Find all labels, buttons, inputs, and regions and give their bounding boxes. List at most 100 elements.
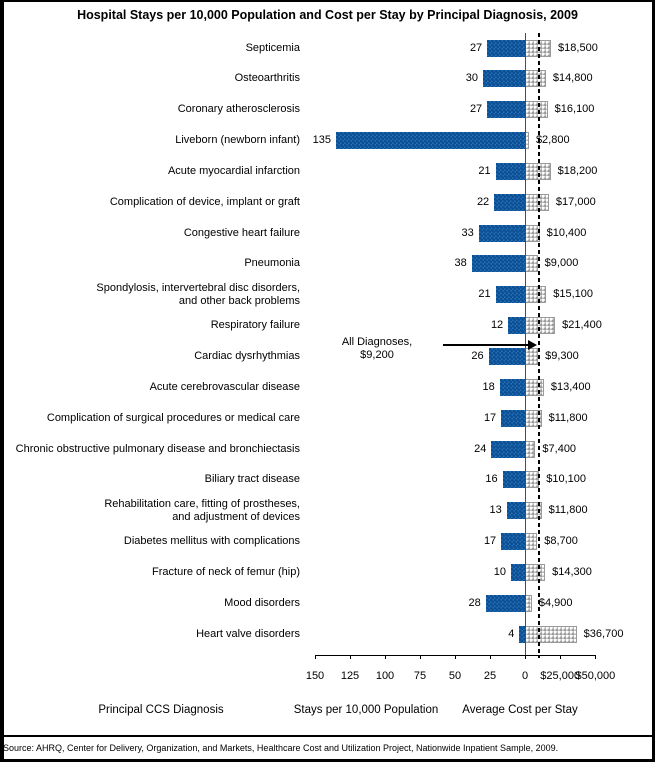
axis-tick-label: 100 (375, 670, 395, 682)
stays-bar (519, 625, 525, 643)
stays-bar (494, 193, 525, 211)
row-category-label-line: Complication of device, implant or graft (109, 195, 300, 208)
axis-tick-mark (490, 655, 491, 659)
row-category-label: Rehabilitation care, fitting of prosthes… (0, 498, 300, 524)
stays-bar (501, 533, 525, 551)
stays-value-label: 135 (312, 134, 331, 147)
stays-bar (499, 378, 525, 396)
row-category-label-line: and other back problems (178, 294, 300, 307)
cost-value-label: $9,300 (545, 350, 579, 362)
cost-value-label: $18,200 (557, 164, 598, 177)
row-category-label: Fracture of neck of femur (hip) (0, 566, 300, 579)
stays-bar (501, 409, 525, 427)
cost-value-label: $14,300 (552, 565, 592, 578)
axis-tick-label: 25 (483, 670, 497, 682)
frame-border-top (0, 0, 655, 2)
footer-stays-per-10000: Stays per 10,000 Population (293, 704, 439, 716)
stays-value-label: 33 (461, 226, 474, 239)
row-category-label: Acute myocardial infarction (0, 165, 300, 178)
cost-value-label: $17,000 (555, 195, 596, 208)
stays-value-label: 24 (474, 442, 487, 455)
cost-value-label: $14,800 (552, 72, 593, 85)
cost-bar (525, 317, 556, 335)
annotation-arrow-shaft (443, 344, 528, 346)
annotation-arrow-head (528, 340, 537, 350)
stays-value-label: 30 (465, 72, 478, 85)
row-category-label-line: Chronic obstructive pulmonary disease an… (15, 442, 300, 455)
cost-bar (525, 594, 532, 612)
stays-bar (508, 317, 525, 335)
row-category-label: Respiratory failure (0, 319, 300, 332)
row-category-label-line: Septicemia (245, 41, 300, 54)
row-category-label-line: Diabetes mellitus with complications (123, 535, 300, 548)
stays-value-label: 18 (482, 380, 495, 393)
stays-bar (478, 224, 525, 242)
stays-value-label: 17 (483, 411, 497, 424)
axis-tick-label: 125 (340, 670, 360, 682)
row-category-label: Mood disorders (0, 597, 300, 610)
stays-value-label: 10 (493, 565, 506, 578)
row-category-label: Heart valve disorders (0, 628, 300, 641)
axis-tick-mark (595, 655, 597, 659)
row-category-label: Septicemia (0, 42, 300, 55)
footer-average-cost-per-stay: Average Cost per Stay (462, 704, 578, 716)
cost-value-label: $2,800 (535, 134, 570, 147)
axis-tick-mark (350, 655, 351, 659)
cost-value-label: $11,800 (548, 504, 588, 517)
row-category-label-line: and adjustment of devices (172, 510, 300, 523)
row-category-label-line: Acute myocardial infarction (167, 164, 300, 177)
row-category-label-line: Biliary tract disease (204, 473, 300, 486)
footer-principal-ccs-diagnosis: Principal CCS Diagnosis (98, 704, 224, 716)
row-category-label: Cardiac dysrhythmias (0, 350, 300, 363)
row-category-label-line: Respiratory failure (210, 319, 300, 332)
stays-bar (511, 563, 525, 581)
row-category-label-line: Cardiac dysrhythmias (194, 350, 300, 362)
stays-bar (506, 502, 525, 520)
chart-title: Hospital Stays per 10,000 Population and… (77, 8, 578, 22)
stays-value-label: 16 (485, 473, 498, 486)
stays-value-label: 12 (490, 319, 504, 332)
stays-bar (488, 348, 525, 365)
frame-border-bottom (0, 759, 655, 762)
stays-value-label: 38 (454, 257, 467, 270)
cost-value-label: $7,400 (542, 442, 577, 455)
cost-bar (525, 193, 549, 211)
stays-value-label: 27 (469, 41, 483, 54)
row-category-label: Acute cerebrovascular disease (0, 381, 300, 394)
source-citation: Source: AHRQ, Center for Delivery, Organ… (3, 743, 559, 753)
row-category-label: Spondylosis, intervertebral disc disorde… (0, 282, 300, 308)
row-category-label-line: Complication of surgical procedures or m… (46, 411, 300, 424)
axis-tick-mark (525, 655, 526, 659)
stays-value-label: 22 (476, 195, 490, 208)
stays-bar (487, 101, 525, 119)
cost-bar (525, 409, 542, 427)
axis-tick-label: 75 (413, 670, 427, 682)
cost-bar (525, 378, 544, 396)
axis-tick-mark (420, 655, 421, 659)
cost-value-label: $21,400 (562, 319, 602, 332)
stays-value-label: 21 (478, 164, 491, 177)
row-category-label-line: Liveborn (newborn infant) (175, 134, 300, 147)
stays-value-label: 28 (468, 596, 481, 609)
row-category-label-line: Mood disorders (224, 596, 300, 609)
row-category-label-line: Osteoarthritis (234, 72, 300, 85)
stays-value-label: 21 (478, 288, 491, 301)
row-category-label: Biliary tract disease (0, 473, 300, 486)
row-category-label-line: Rehabilitation care, fitting of prosthes… (104, 497, 300, 510)
axis-tick-label: $25,000 (540, 670, 581, 682)
annotation-line2: $9,200 (360, 349, 394, 361)
cost-value-label: $9,000 (544, 257, 579, 270)
cost-bar (525, 502, 542, 520)
frame-border-left (0, 0, 4, 762)
axis-tick-label: 0 (521, 670, 529, 682)
stays-bar (491, 440, 525, 458)
cost-bar (525, 70, 546, 88)
cost-value-label: $15,100 (553, 288, 594, 301)
stays-bar (471, 255, 525, 273)
stays-bar (485, 594, 525, 612)
cost-bar (525, 286, 547, 304)
stays-value-label: 17 (483, 535, 497, 548)
annotation-all-diagnoses: All Diagnoses, $9,200 (317, 336, 437, 362)
row-category-label-line: Coronary atherosclerosis (177, 103, 300, 116)
row-category-label-line: Heart valve disorders (196, 627, 300, 640)
